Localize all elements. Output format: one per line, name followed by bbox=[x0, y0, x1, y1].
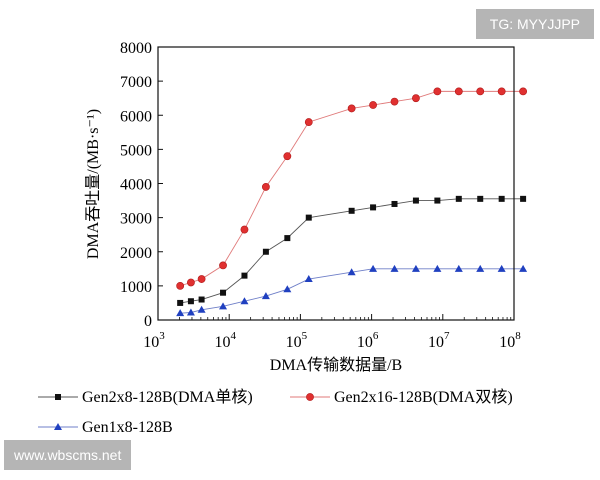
series-3-point bbox=[219, 302, 228, 310]
y-tick-label: 5000 bbox=[120, 142, 152, 159]
y-tick-label: 7000 bbox=[120, 74, 152, 91]
series-3-point bbox=[497, 264, 506, 272]
series-1-point bbox=[370, 204, 377, 211]
series-2-point bbox=[476, 87, 485, 96]
series-1-point bbox=[391, 200, 398, 207]
series-2-point bbox=[176, 281, 185, 290]
series-1-point bbox=[498, 195, 505, 202]
series-2-point bbox=[497, 87, 506, 96]
series-3-point bbox=[454, 264, 463, 272]
series-1-point bbox=[198, 296, 205, 303]
y-tick-label: 6000 bbox=[120, 108, 152, 125]
y-tick-label: 2000 bbox=[120, 245, 152, 262]
legend-marker-square bbox=[55, 394, 61, 400]
x-tick-label: 103 bbox=[143, 330, 165, 351]
series-3-point bbox=[476, 264, 485, 272]
legend-marker-circle bbox=[306, 393, 314, 401]
series-2-point bbox=[519, 87, 528, 96]
series-3-point bbox=[390, 264, 399, 272]
series-1-point bbox=[187, 298, 194, 305]
legend-entry-1: Gen2x8-128B(DMA单核) bbox=[38, 388, 253, 406]
series-3-point bbox=[519, 264, 528, 272]
series-1-point bbox=[412, 197, 419, 204]
x-tick-label: 107 bbox=[428, 330, 450, 351]
series-2-point bbox=[304, 118, 313, 126]
x-tick-label: 108 bbox=[499, 330, 521, 351]
series-3-point bbox=[261, 292, 270, 300]
y-tick-label: 4000 bbox=[120, 177, 152, 194]
series-1-point bbox=[305, 214, 312, 221]
x-axis-label: DMA传输数据量/B bbox=[270, 356, 402, 374]
x-tick-label: 104 bbox=[214, 330, 236, 351]
series-1-point bbox=[520, 195, 527, 202]
y-axis-label: DMA吞吐量/(MB·s⁻¹) bbox=[84, 109, 102, 259]
legend-label: Gen2x16-128B(DMA双核) bbox=[334, 388, 513, 406]
x-tick-label: 106 bbox=[357, 330, 379, 351]
series-1-point bbox=[177, 299, 184, 306]
y-tick-label: 8000 bbox=[120, 40, 152, 57]
series-1-point bbox=[434, 197, 441, 204]
series-3-point bbox=[433, 264, 442, 272]
series-1-point bbox=[348, 207, 355, 214]
series-3-point bbox=[197, 305, 206, 313]
series-2-point bbox=[219, 261, 227, 270]
series-3-point bbox=[176, 309, 185, 317]
series-1-point bbox=[262, 248, 269, 255]
legend-entry-3: Gen1x8-128B bbox=[38, 419, 173, 436]
legend-entry-2: Gen2x16-128B(DMA双核) bbox=[290, 388, 513, 406]
series-1-point bbox=[477, 195, 484, 202]
legend-label: Gen2x8-128B(DMA单核) bbox=[82, 388, 253, 406]
series-2-point bbox=[240, 225, 249, 234]
series-2-point bbox=[262, 183, 270, 191]
series-3-point bbox=[369, 264, 378, 272]
watermark-bottom: www.wbscms.net bbox=[4, 440, 132, 470]
series-1-point bbox=[241, 272, 248, 279]
series-2-point bbox=[283, 152, 292, 161]
legend-label: Gen1x8-128B bbox=[82, 419, 173, 436]
series-2-point bbox=[347, 104, 356, 113]
y-tick-label: 0 bbox=[144, 313, 152, 330]
series-3-point bbox=[240, 297, 249, 305]
series-3-point bbox=[347, 268, 356, 276]
series-2-point bbox=[412, 94, 420, 103]
series-1-point bbox=[455, 195, 462, 202]
series-3-point bbox=[186, 308, 195, 316]
series-3-point bbox=[283, 285, 292, 293]
x-tick-label: 105 bbox=[286, 330, 308, 351]
series-2-point bbox=[369, 101, 377, 109]
series-line-2 bbox=[180, 90, 524, 287]
series-3-point bbox=[411, 264, 420, 272]
series-2-point bbox=[197, 275, 206, 283]
series-2-point bbox=[187, 278, 195, 287]
y-tick-label: 1000 bbox=[120, 279, 152, 296]
series-1-point bbox=[284, 235, 291, 242]
series-2-point bbox=[390, 97, 399, 106]
series-1-point bbox=[220, 289, 227, 296]
series-line-3 bbox=[180, 268, 524, 314]
series-2-point bbox=[433, 87, 442, 96]
series-2-point bbox=[454, 87, 463, 96]
y-tick-label: 3000 bbox=[120, 211, 152, 228]
legend-marker-triangle bbox=[54, 423, 62, 430]
series-3-point bbox=[304, 275, 313, 283]
watermark-top: TG: MYYJJPP bbox=[475, 9, 594, 39]
